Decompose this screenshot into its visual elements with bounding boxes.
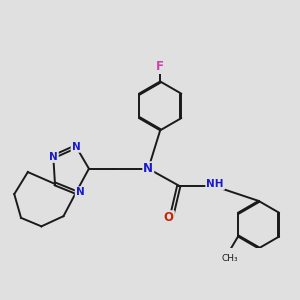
Text: N: N bbox=[49, 152, 58, 162]
Text: O: O bbox=[164, 212, 174, 224]
Text: F: F bbox=[156, 60, 164, 73]
Text: NH: NH bbox=[206, 179, 224, 189]
Text: NH: NH bbox=[206, 179, 224, 189]
Text: N: N bbox=[49, 152, 58, 162]
Text: N: N bbox=[72, 142, 80, 152]
Text: N: N bbox=[143, 162, 153, 175]
Text: CH₃: CH₃ bbox=[221, 254, 238, 263]
Text: F: F bbox=[156, 60, 164, 73]
Text: N: N bbox=[76, 188, 85, 197]
Text: N: N bbox=[72, 142, 80, 152]
Text: O: O bbox=[164, 212, 174, 224]
Text: N: N bbox=[76, 188, 85, 197]
